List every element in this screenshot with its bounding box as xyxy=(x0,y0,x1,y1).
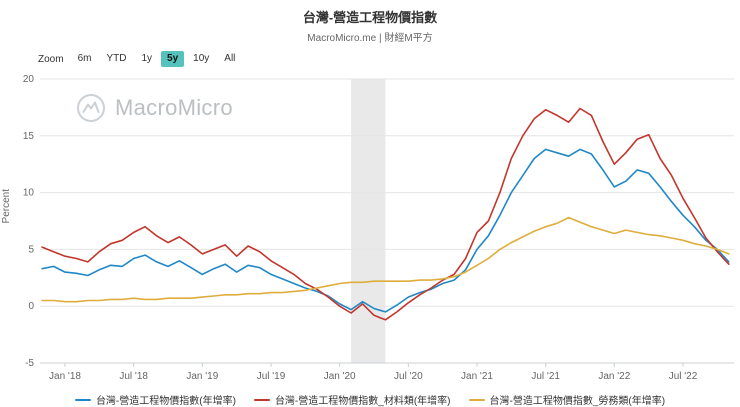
x-tick-label: Jan '20 xyxy=(324,371,356,382)
legend-marker xyxy=(74,398,91,401)
legend-item-labor[interactable]: 台灣-營造工程物價指數_勞務類(年增率) xyxy=(468,392,666,407)
zoom-range-ytd[interactable]: YTD xyxy=(100,51,132,67)
zoom-range-10y[interactable]: 10y xyxy=(187,51,215,67)
chart-area: Percent -5 0 5 10 15 20 Jan '18 Jul '18 Jan '19 J… xyxy=(0,69,740,407)
x-tick-label: Jan '18 xyxy=(49,371,81,382)
legend-label: 台灣-營造工程物價指數_勞務類(年增率) xyxy=(489,396,666,407)
x-tick-label: Jul '19 xyxy=(257,371,286,382)
x-tick-label: Jan '19 xyxy=(186,371,218,382)
zoom-range-5y[interactable]: 5y xyxy=(161,51,185,67)
zoom-range-6m[interactable]: 6m xyxy=(72,51,98,67)
series-materials xyxy=(41,107,730,321)
x-tick-label: Jul '18 xyxy=(119,371,148,382)
legend-marker xyxy=(468,398,485,401)
legend: 台灣-營造工程物價指數(年增率) 台灣-營造工程物價指數_材料類(年增率) 台灣-營… xyxy=(0,392,740,407)
legend-item-materials[interactable]: 台灣-營造工程物價指數_材料類(年增率) xyxy=(253,392,451,407)
chart-subtitle: MacroMicro.me | 財經M平方 xyxy=(307,33,433,44)
y-tick-label: 10 xyxy=(23,188,35,199)
zoom-range-all[interactable]: All xyxy=(218,51,241,67)
zoom-label: Zoom xyxy=(38,53,64,65)
x-tick-label: Jan '21 xyxy=(461,371,493,382)
recession-band xyxy=(351,79,386,363)
legend-label: 台灣-營造工程物價指數_材料類(年增率) xyxy=(274,396,451,407)
y-tick-label: 5 xyxy=(28,244,34,255)
line-chart-plot[interactable]: -5 0 5 10 15 20 Jan '18 Jul '18 Jan '19 Jul '19 Ja… xyxy=(0,69,740,389)
series-labor xyxy=(41,216,730,303)
x-tick-label: Jul '20 xyxy=(394,371,423,382)
y-tick-label: -5 xyxy=(25,358,34,369)
y-tick-label: 20 xyxy=(23,74,35,85)
series-overall xyxy=(41,148,730,313)
x-tick-label: Jul '21 xyxy=(531,371,560,382)
chart-title: 台灣-營造工程物價指數 xyxy=(302,10,438,25)
zoom-toolbar: Zoom 6m YTD 1y 5y 10y All xyxy=(0,44,740,67)
chart-header: 台灣-營造工程物價指數 MacroMicro.me | 財經M平方 xyxy=(0,0,740,44)
y-axis-title: Percent xyxy=(1,189,12,224)
zoom-range-1y[interactable]: 1y xyxy=(135,51,158,67)
x-tick-label: Jul '22 xyxy=(669,371,698,382)
legend-item-overall[interactable]: 台灣-營造工程物價指數(年增率) xyxy=(74,392,236,407)
x-tick-label: Jan '22 xyxy=(598,371,630,382)
legend-label: 台灣-營造工程物價指數(年增率) xyxy=(95,396,236,407)
y-tick-label: 15 xyxy=(23,131,35,142)
y-tick-label: 0 xyxy=(28,301,34,312)
legend-marker xyxy=(253,398,270,401)
